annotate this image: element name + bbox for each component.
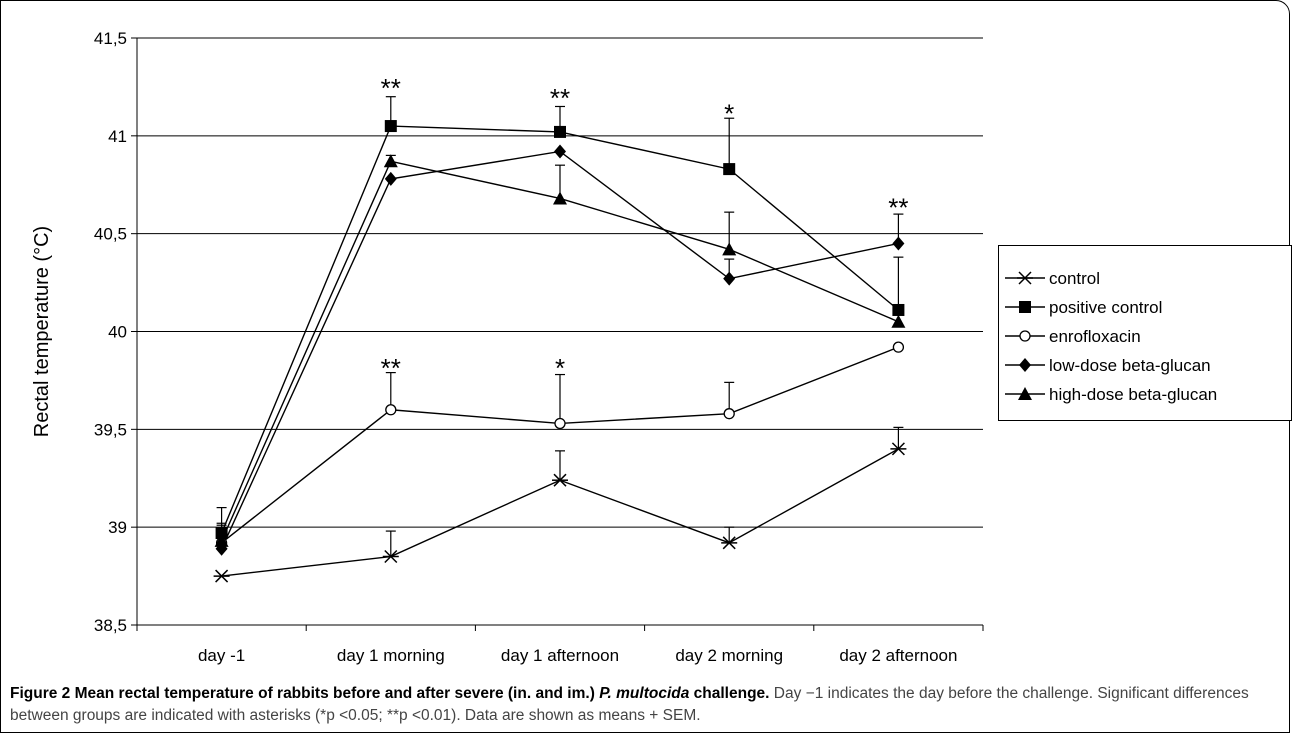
legend-label: high-dose beta-glucan — [1049, 385, 1218, 404]
line-chart: 38,5 39 39,5 40 40,5 41 41,5 day -1 day 1 mornin… — [31, 29, 984, 665]
data-point — [383, 154, 398, 168]
legend-item: low-dose beta-glucan — [999, 353, 1291, 379]
data-point — [214, 533, 229, 547]
y-tick-label: 39 — [108, 518, 127, 537]
x-tick-label: day 1 morning — [337, 646, 445, 665]
legend-item: enrofloxacin — [999, 324, 1291, 350]
y-tick-label: 38,5 — [94, 616, 127, 635]
data-point — [213, 569, 230, 583]
legend-swatch — [1005, 387, 1045, 400]
data-point — [1019, 301, 1031, 313]
data-point — [385, 404, 397, 416]
significance-label: ** — [381, 73, 401, 103]
data-point — [890, 442, 907, 456]
legend-label: control — [1049, 269, 1101, 288]
series-line — [220, 160, 899, 542]
data-point — [1018, 387, 1032, 400]
data-point — [892, 303, 905, 316]
y-tick-label: 41 — [108, 127, 127, 146]
x-tick-label: day 2 morning — [675, 646, 783, 665]
y-tick-label: 39,5 — [94, 420, 127, 439]
y-axis-title: Rectal temperature (°C) — [31, 226, 53, 437]
data-point — [553, 191, 567, 205]
x-tick-label: day -1 — [198, 646, 245, 665]
data-point — [384, 120, 397, 133]
data-point — [1019, 330, 1031, 342]
caption-title-italic: P. multocida — [599, 685, 690, 702]
data-point — [382, 549, 399, 564]
significance-label: * — [724, 98, 734, 128]
caption-title-before: Mean rectal temperature of rabbits befor… — [74, 685, 595, 702]
significance-label: ** — [381, 353, 401, 383]
data-point — [1019, 358, 1031, 372]
data-point — [554, 144, 566, 159]
caption-title-after: challenge. — [693, 685, 770, 702]
legend-item: positive control — [999, 295, 1291, 321]
data-point — [723, 163, 736, 176]
legend-swatch — [1005, 330, 1045, 342]
legend-label: enrofloxacin — [1049, 327, 1141, 346]
data-point — [1017, 271, 1033, 285]
series-line — [220, 150, 899, 549]
legend-item: high-dose beta-glucan — [999, 382, 1291, 408]
y-tick-label: 40 — [108, 323, 127, 342]
figure-caption: Figure 2 Mean rectal temperature of rabb… — [10, 683, 1280, 727]
data-point — [723, 271, 736, 286]
data-point — [891, 314, 906, 328]
legend-item: control — [999, 266, 1291, 292]
data-point — [892, 236, 905, 251]
data-point — [722, 242, 737, 256]
caption-body: Day −1 indicates the day before the chal… — [10, 685, 1249, 724]
significance-label: * — [555, 353, 565, 383]
data-point — [723, 408, 735, 420]
x-tick-label: day 2 afternoon — [839, 646, 957, 665]
y-tick-label: 40,5 — [94, 225, 127, 244]
legend-swatch — [1005, 358, 1045, 372]
x-tick-label: day 1 afternoon — [501, 646, 619, 665]
caption-label: Figure 2 — [10, 685, 71, 702]
data-point — [384, 171, 397, 186]
data-point — [554, 417, 566, 430]
significance-label: ** — [888, 192, 908, 222]
y-tick-label: 41,5 — [94, 29, 127, 48]
legend-label: low-dose beta-glucan — [1049, 356, 1211, 375]
data-point — [552, 473, 568, 487]
data-point — [554, 125, 566, 138]
legend-label: positive control — [1049, 298, 1163, 317]
data-point — [892, 341, 905, 353]
legend-swatch — [1005, 301, 1045, 313]
data-point — [721, 536, 738, 550]
data-point — [215, 527, 228, 540]
legend-swatch — [1005, 271, 1045, 285]
significance-label: ** — [550, 83, 570, 113]
legend: control positive control enrofloxacin low-d… — [998, 245, 1292, 421]
